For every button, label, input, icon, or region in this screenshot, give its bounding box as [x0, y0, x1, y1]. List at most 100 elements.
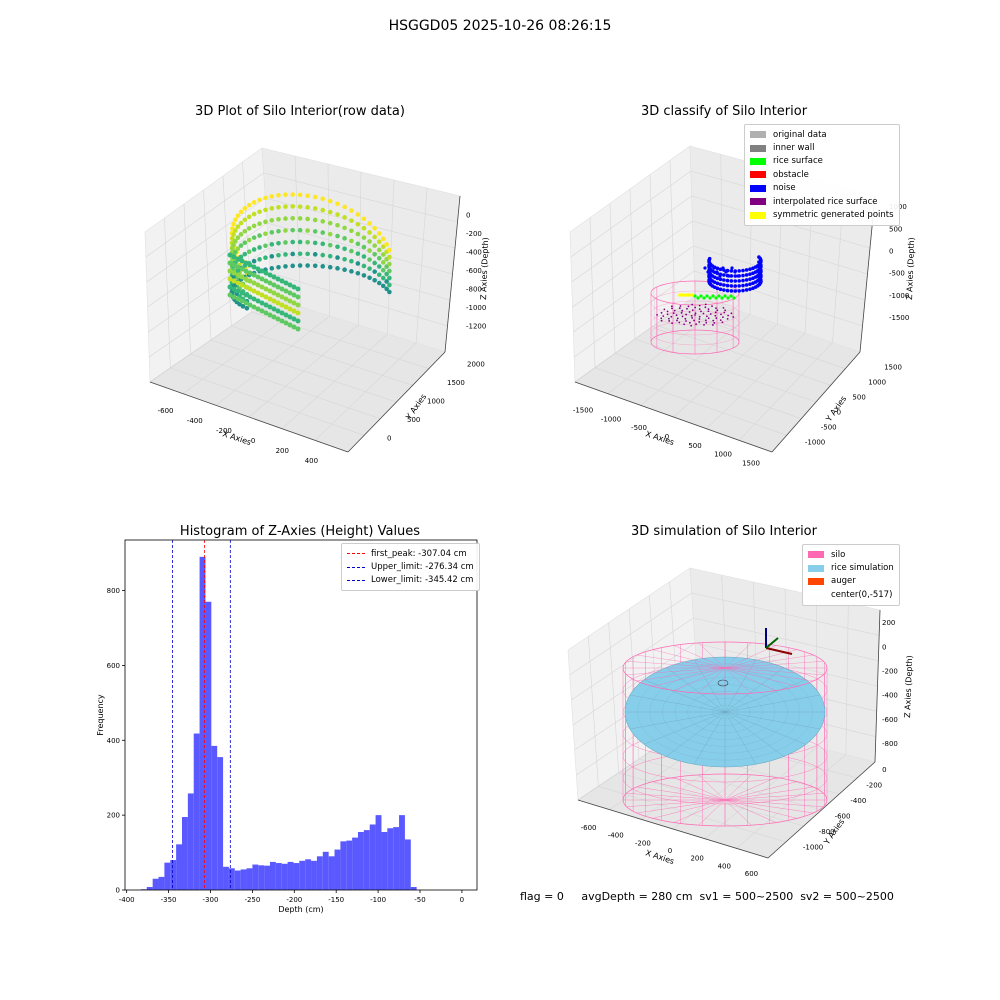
data-point [269, 218, 275, 223]
legend-label: rice surface [773, 156, 823, 167]
histogram-bar [269, 861, 276, 890]
axis-triad-x [765, 647, 793, 655]
data-point [242, 206, 248, 211]
data-point [251, 264, 257, 270]
grid-line [738, 342, 833, 441]
data-point [342, 267, 347, 273]
histogram-bar [258, 865, 265, 890]
silo-spoke [636, 654, 726, 669]
data-point [247, 294, 253, 300]
histogram-bar [158, 876, 165, 890]
data-point [726, 318, 729, 320]
data-point [269, 266, 275, 271]
histogram-bar [352, 837, 358, 890]
data-point [376, 280, 382, 286]
silo-spoke [724, 799, 824, 807]
data-point [283, 240, 288, 245]
data-point [672, 312, 675, 314]
data-point [312, 240, 318, 246]
data-point [295, 310, 301, 316]
legend-label: rice simulation [831, 563, 894, 574]
data-point [233, 228, 238, 233]
data-point [744, 273, 749, 277]
data-point [707, 276, 712, 281]
data-point [267, 296, 273, 302]
data-point [376, 231, 382, 236]
legend-label: Lower_limit: -345.42 cm [371, 575, 474, 586]
classify-legend-item: interpolated rice surface [750, 195, 894, 208]
data-point [251, 223, 257, 229]
data-point [660, 317, 663, 320]
y-tick-label: -1000 [805, 439, 825, 447]
y-axis-line [767, 761, 876, 859]
x-tick-label: -50 [414, 896, 425, 904]
histogram-legend: first_peak: -307.04 cm Upper_limit: -276.… [341, 543, 480, 592]
data-point [279, 318, 285, 324]
classify-legend-item: noise [750, 182, 894, 195]
data-point [271, 314, 277, 320]
data-point [367, 221, 372, 226]
data-point [695, 323, 698, 326]
data-point [235, 246, 241, 252]
data-point [380, 252, 386, 257]
data-point [327, 264, 333, 270]
data-point [283, 252, 288, 257]
data-point [684, 293, 688, 297]
x-tick-label: -200 [216, 427, 232, 435]
data-point [667, 317, 670, 320]
simulation-legend-item: center(0,-517) [808, 588, 894, 601]
data-point [235, 272, 241, 278]
data-point [372, 225, 377, 231]
histogram-bar [334, 849, 341, 890]
data-point [327, 253, 333, 259]
y-tick-label: 400 [107, 737, 120, 745]
silo-spoke [724, 642, 752, 669]
data-point [387, 282, 392, 288]
data-point [748, 277, 752, 281]
z-tick-label: -400 [466, 248, 482, 256]
legend-swatch [808, 591, 824, 598]
data-point [744, 283, 749, 287]
data-point [342, 236, 347, 241]
z-tick-label: -600 [882, 716, 898, 724]
data-point [681, 315, 684, 318]
data-point [380, 275, 386, 281]
data-point [243, 300, 249, 306]
data-point [259, 284, 265, 290]
legend-swatch [808, 564, 824, 572]
data-point [327, 231, 333, 237]
z-tick-label: -1500 [889, 314, 909, 322]
data-point [246, 202, 252, 208]
classify-legend-item: original data [750, 128, 894, 141]
data-point [711, 294, 715, 298]
histogram-bar [322, 851, 329, 890]
data-point [705, 294, 709, 298]
data-point [231, 262, 237, 268]
data-point [279, 294, 285, 300]
data-point [376, 255, 382, 261]
data-point [235, 213, 241, 218]
data-point [335, 233, 340, 239]
x-tick-label: -100 [370, 896, 386, 904]
data-point [235, 235, 241, 240]
panel1-title: 3D Plot of Silo Interior(row data) [195, 104, 405, 119]
data-point [670, 305, 673, 308]
data-point [733, 274, 738, 278]
y-tick-label: -400 [850, 797, 866, 805]
data-point [227, 292, 233, 298]
silo-spoke [698, 774, 726, 801]
y-tick-label: 0 [837, 409, 841, 417]
data-point [335, 212, 340, 217]
z-tick-label: 500 [889, 225, 902, 233]
data-point [704, 319, 707, 322]
legend-label: original data [773, 129, 827, 140]
data-point [297, 239, 303, 245]
data-point [255, 266, 261, 272]
data-point [656, 313, 658, 316]
legend-label: first_peak: -307.04 cm [371, 548, 467, 559]
data-point [271, 274, 277, 280]
data-point [267, 280, 273, 286]
data-point [295, 294, 301, 300]
legend-line [347, 566, 365, 568]
data-point [257, 197, 262, 203]
